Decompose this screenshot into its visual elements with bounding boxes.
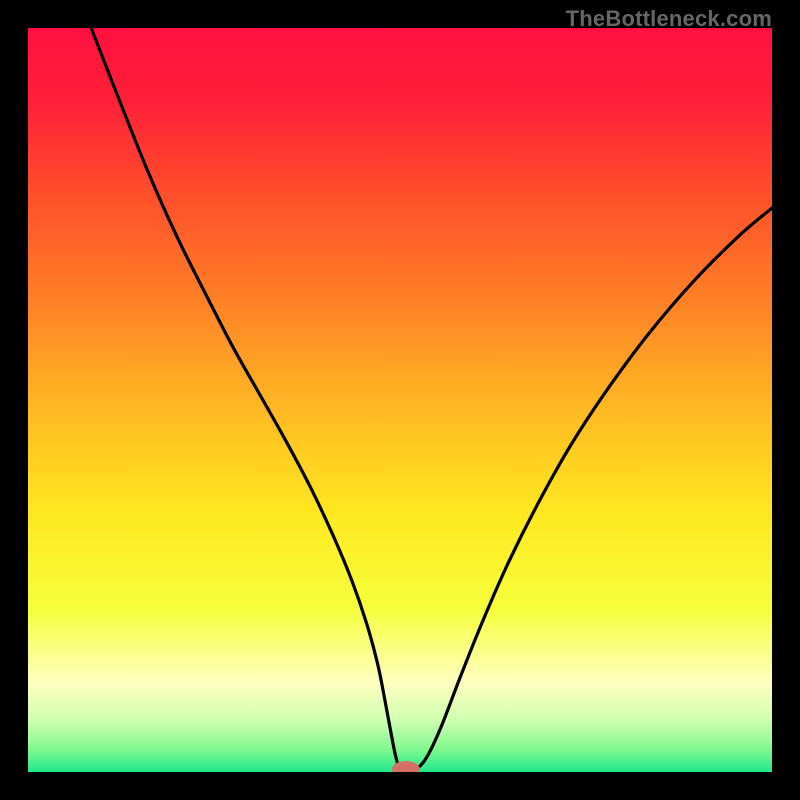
bottleneck-curve-chart	[28, 28, 772, 772]
gradient-background	[28, 28, 772, 772]
chart-frame: TheBottleneck.com	[0, 0, 800, 800]
watermark-text: TheBottleneck.com	[566, 6, 772, 32]
plot-area	[28, 28, 772, 772]
